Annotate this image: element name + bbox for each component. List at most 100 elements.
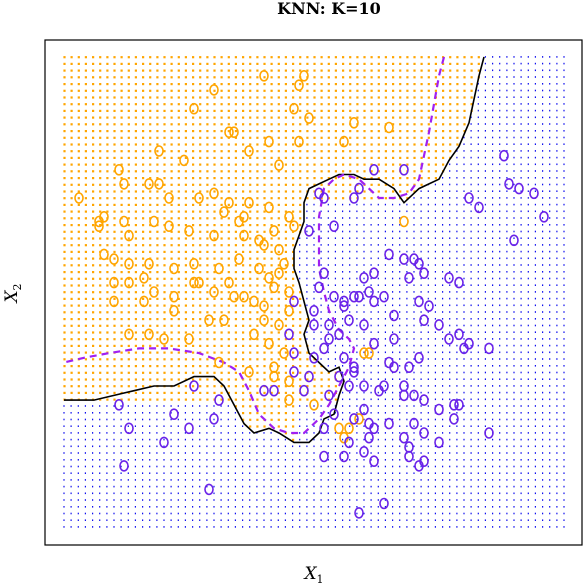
grid-dot-a xyxy=(199,96,202,99)
grid-dot-b xyxy=(306,331,308,333)
grid-dot-b xyxy=(392,324,394,327)
grid-dot-a xyxy=(327,83,330,86)
grid-dot-b xyxy=(513,405,515,407)
grid-dot-a xyxy=(192,277,195,280)
grid-dot-b xyxy=(477,412,479,414)
grid-dot-a xyxy=(306,365,309,368)
grid-dot-b xyxy=(463,150,465,152)
grid-dot-b xyxy=(520,506,522,508)
grid-dot-a xyxy=(242,224,245,227)
grid-dot-b xyxy=(413,217,415,219)
grid-dot-b xyxy=(377,472,379,474)
grid-dot-a xyxy=(213,62,216,65)
grid-dot-b xyxy=(227,499,229,501)
grid-dot-a xyxy=(134,264,137,267)
grid-dot-b xyxy=(170,492,172,495)
grid-dot-a xyxy=(284,264,287,267)
grid-dot-b xyxy=(527,412,529,414)
grid-dot-a xyxy=(77,338,80,341)
grid-dot-a xyxy=(127,123,130,126)
grid-dot-b xyxy=(384,418,386,421)
grid-dot-a xyxy=(270,391,273,394)
grid-dot-a xyxy=(206,277,209,280)
grid-dot-a xyxy=(299,130,302,133)
grid-dot-b xyxy=(342,445,344,448)
grid-dot-b xyxy=(342,472,344,474)
grid-dot-a xyxy=(206,385,209,388)
grid-dot-a xyxy=(320,190,323,193)
grid-dot-a xyxy=(77,103,80,106)
grid-dot-b xyxy=(513,83,515,85)
grid-dot-b xyxy=(520,405,522,407)
grid-dot-a xyxy=(427,62,430,65)
grid-dot-a xyxy=(270,83,273,86)
grid-dot-a xyxy=(220,318,223,321)
grid-dot-b xyxy=(420,210,422,213)
grid-dot-b xyxy=(520,378,522,380)
grid-dot-b xyxy=(356,425,358,427)
grid-dot-b xyxy=(356,264,358,266)
grid-dot-b xyxy=(242,485,244,488)
grid-dot-a xyxy=(392,96,395,99)
grid-dot-a xyxy=(199,385,202,388)
grid-dot-b xyxy=(384,405,386,407)
grid-dot-a xyxy=(242,203,245,206)
grid-dot-b xyxy=(506,526,508,528)
grid-dot-a xyxy=(234,331,237,334)
grid-dot-a xyxy=(120,385,123,388)
grid-dot-a xyxy=(192,264,195,267)
grid-dot-b xyxy=(370,371,372,374)
grid-dot-b xyxy=(227,512,229,515)
grid-dot-a xyxy=(163,56,166,59)
grid-dot-b xyxy=(506,472,508,474)
grid-dot-b xyxy=(213,499,215,501)
grid-dot-a xyxy=(149,351,152,354)
grid-dot-a xyxy=(434,130,437,133)
grid-dot-b xyxy=(413,405,415,407)
grid-dot-a xyxy=(306,96,309,99)
grid-dot-a xyxy=(77,264,80,267)
grid-dot-b xyxy=(434,418,436,421)
grid-dot-a xyxy=(120,177,123,180)
grid-dot-a xyxy=(363,123,366,126)
grid-dot-a xyxy=(70,156,73,159)
grid-dot-a xyxy=(106,257,109,260)
grid-dot-b xyxy=(213,465,215,468)
grid-dot-a xyxy=(434,136,437,139)
grid-dot-a xyxy=(406,190,409,193)
grid-dot-b xyxy=(349,492,351,495)
grid-dot-a xyxy=(206,264,209,267)
grid-dot-a xyxy=(242,183,245,186)
grid-dot-a xyxy=(127,297,130,300)
grid-dot-a xyxy=(242,304,245,307)
grid-dot-a xyxy=(284,123,287,126)
grid-dot-b xyxy=(556,425,558,427)
grid-dot-a xyxy=(213,136,216,139)
grid-dot-a xyxy=(406,130,409,133)
grid-dot-a xyxy=(363,83,366,86)
grid-dot-a xyxy=(170,331,173,334)
grid-dot-b xyxy=(206,425,208,427)
grid-dot-b xyxy=(420,284,422,286)
grid-dot-a xyxy=(84,351,87,354)
grid-dot-b xyxy=(463,156,465,159)
grid-dot-b xyxy=(363,385,365,387)
grid-dot-a xyxy=(156,365,159,368)
grid-dot-a xyxy=(320,163,323,166)
grid-dot-b xyxy=(184,438,186,441)
grid-dot-b xyxy=(506,183,508,186)
grid-dot-b xyxy=(334,344,336,347)
grid-dot-a xyxy=(349,76,352,79)
grid-dot-b xyxy=(320,297,322,300)
grid-dot-a xyxy=(184,123,187,126)
grid-dot-a xyxy=(220,297,223,300)
grid-dot-b xyxy=(449,338,451,340)
grid-dot-b xyxy=(434,432,436,434)
grid-dot-a xyxy=(156,304,159,307)
grid-dot-b xyxy=(113,438,115,441)
grid-dot-b xyxy=(556,264,558,266)
grid-dot-a xyxy=(84,210,87,213)
grid-dot-b xyxy=(470,163,472,166)
grid-dot-b xyxy=(506,150,508,152)
grid-dot-b xyxy=(456,217,458,219)
